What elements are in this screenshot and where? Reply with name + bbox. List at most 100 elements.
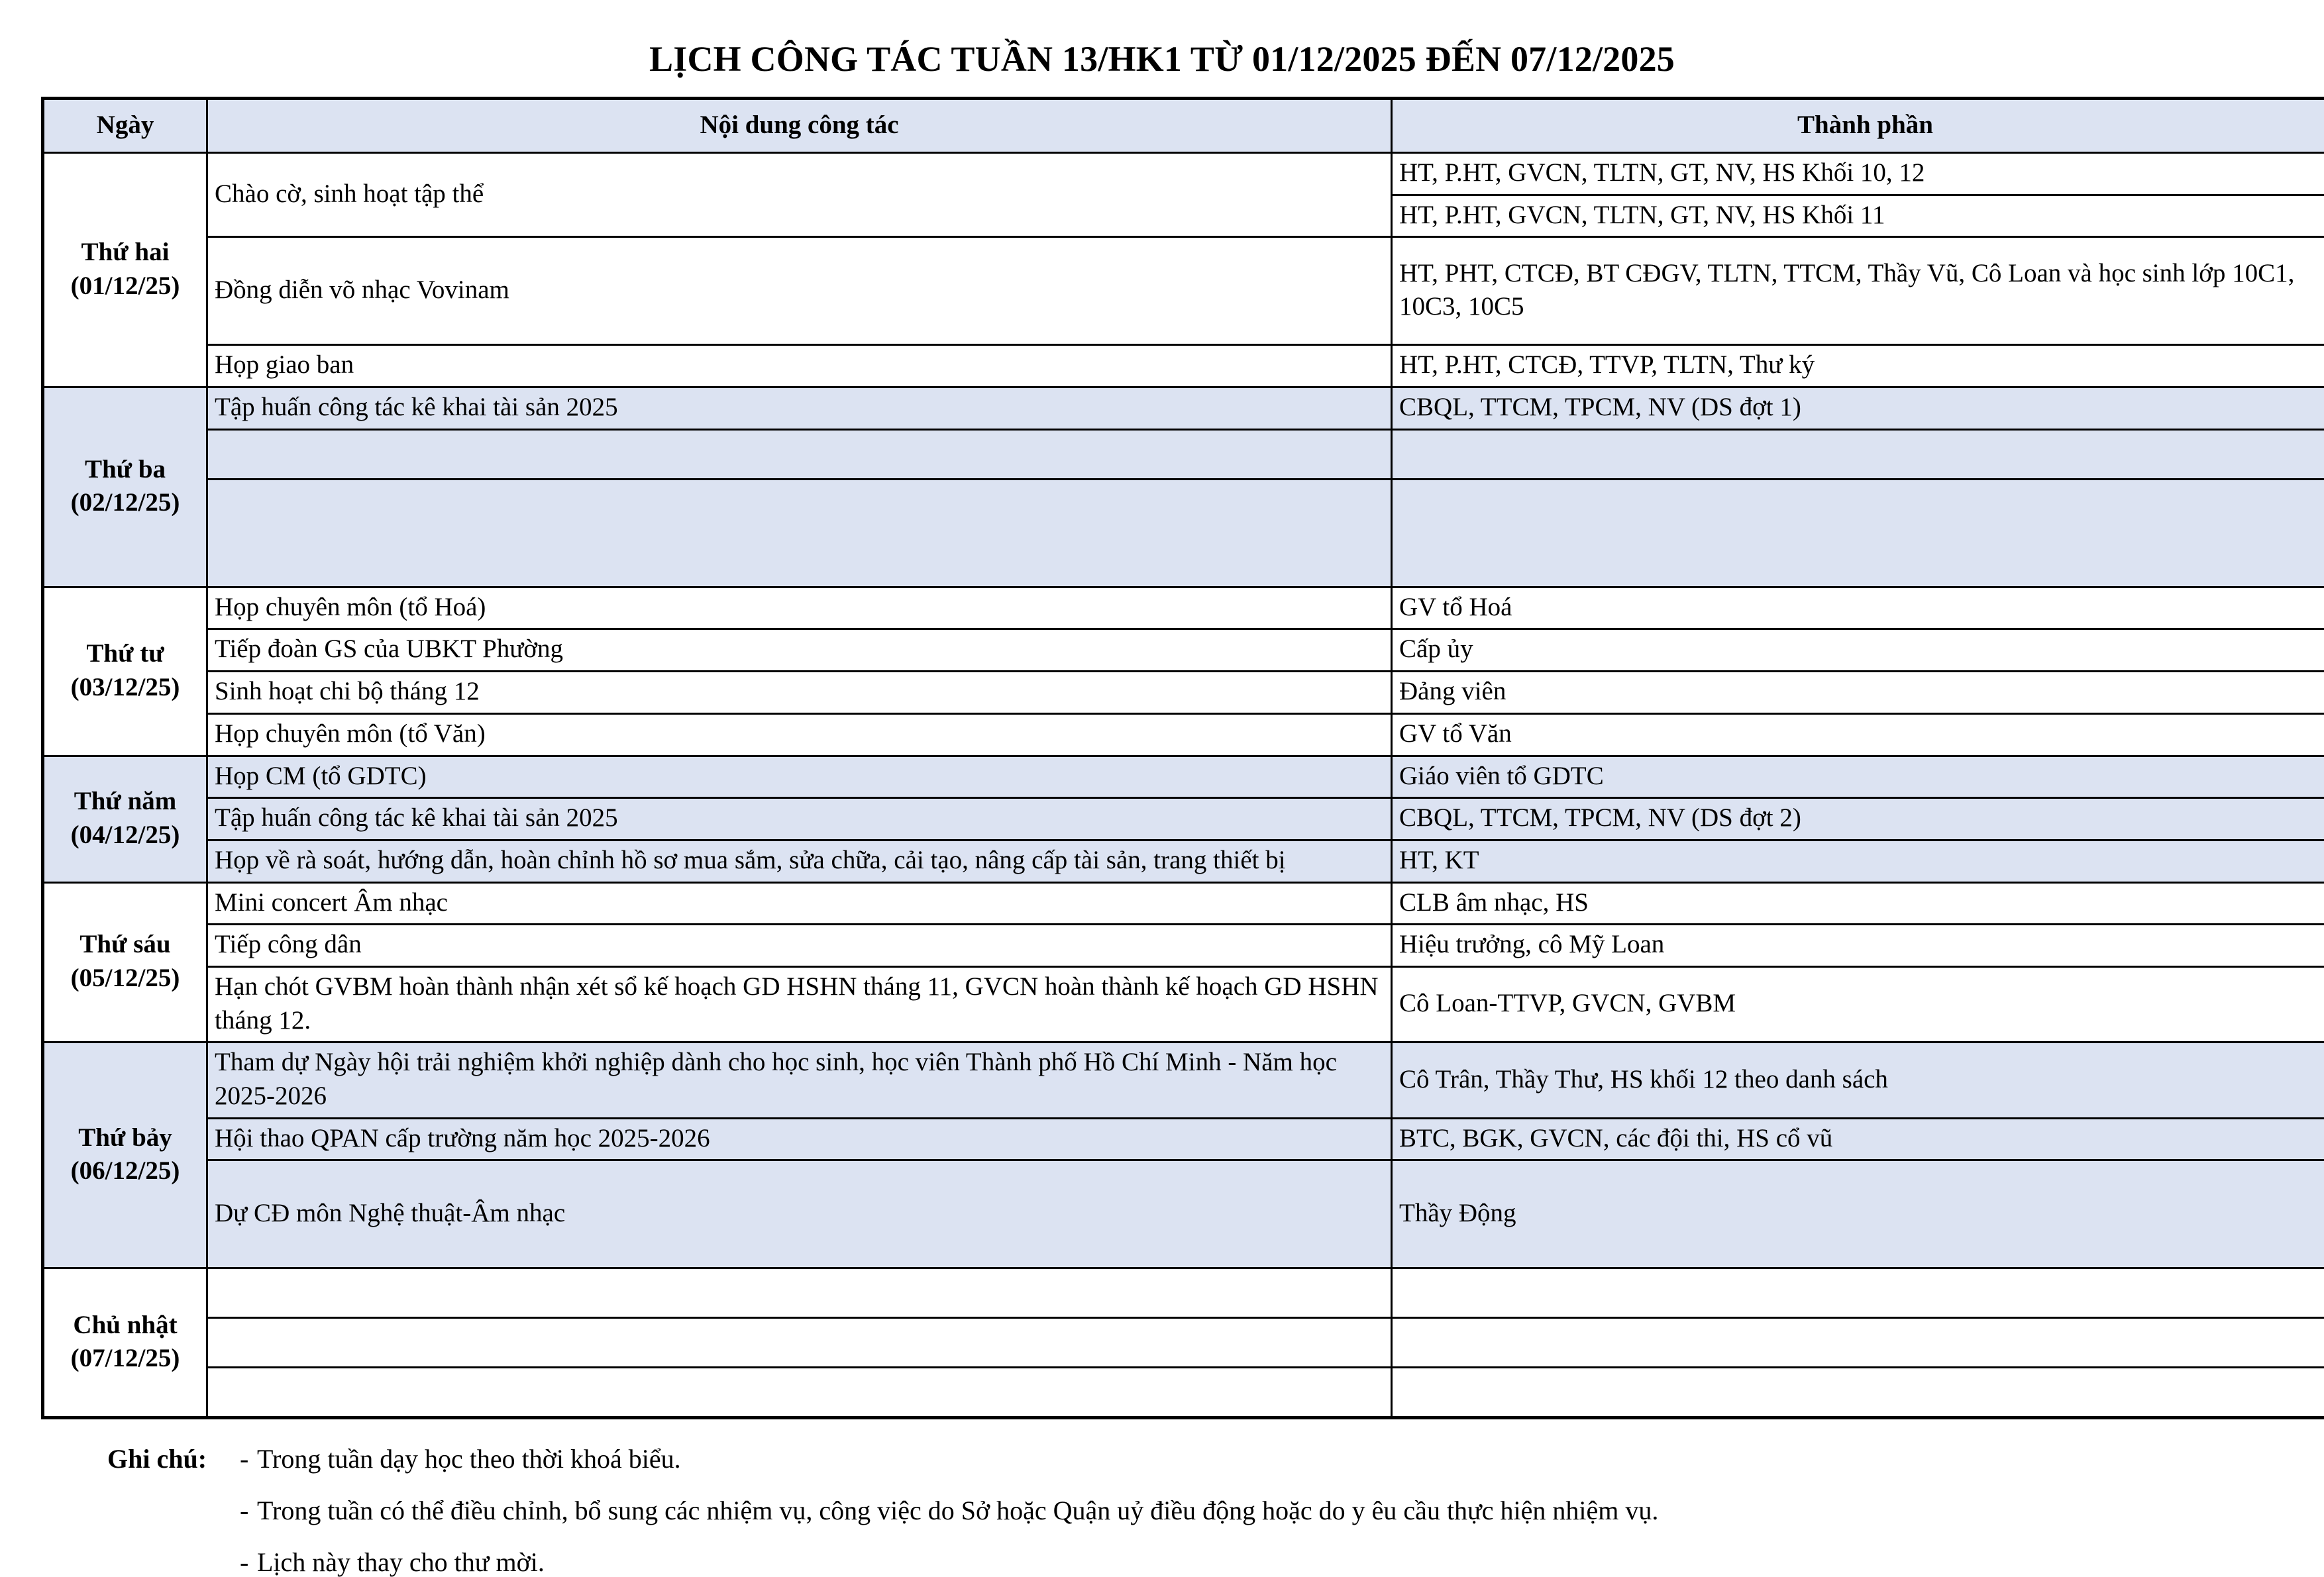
note-line: -Trong tuần có thể điều chỉnh, bổ sung c…: [107, 1498, 2324, 1524]
day-date: (02/12/25): [51, 486, 199, 520]
column-header-day: Ngày: [43, 99, 207, 153]
participants-cell: HT, P.HT, CTCĐ, TTVP, TLTN, Thư ký: [1392, 345, 2324, 387]
day-cell: Thứ bảy(06/12/25): [43, 1043, 207, 1268]
activity-content-cell: Hạn chót GVBM hoàn thành nhận xét sổ kế …: [207, 966, 1392, 1042]
activity-content-cell: Họp giao ban: [207, 345, 1392, 387]
table-row: [43, 479, 2324, 587]
weekly-schedule-table: Ngày Nội dung công tác Thành phần Thời g…: [41, 97, 2324, 1419]
day-name: Chủ nhật: [51, 1309, 199, 1343]
activity-content-cell: [207, 429, 1392, 479]
activity-content-cell: Mini concert Âm nhạc: [207, 882, 1392, 925]
participants-cell: Đảng viên: [1392, 672, 2324, 714]
note-text: Trong tuần có thể điều chỉnh, bổ sung cá…: [257, 1496, 1658, 1525]
activity-content-cell: Hội thao QPAN cấp trường năm học 2025-20…: [207, 1118, 1392, 1160]
column-header-content: Nội dung công tác: [207, 99, 1392, 153]
activity-content-cell: Tham dự Ngày hội trải nghiệm khởi nghiệp…: [207, 1043, 1392, 1118]
participants-cell: Hiệu trưởng, cô Mỹ Loan: [1392, 925, 2324, 967]
day-date: (07/12/25): [51, 1342, 199, 1376]
day-name: Thứ hai: [51, 236, 199, 270]
day-date: (05/12/25): [51, 962, 199, 995]
table-row: Họp chuyên môn (tổ Văn)GV tổ Văn9h15Phòn…: [43, 713, 2324, 756]
note-bullet-icon: -: [240, 1498, 257, 1524]
table-row: [43, 1368, 2324, 1418]
activity-content-cell: Tiếp đoàn GS của UBKT Phường: [207, 629, 1392, 672]
participants-cell: GV tổ Văn: [1392, 713, 2324, 756]
day-cell: Thứ tư(03/12/25): [43, 587, 207, 756]
schedule-document: LỊCH CÔNG TÁC TUẦN 13/HK1 TỪ 01/12/2025 …: [0, 0, 2324, 1532]
participants-cell: Thầy Động: [1392, 1160, 2324, 1268]
participants-cell: Cô Loan-TTVP, GVCN, GVBM: [1392, 966, 2324, 1042]
participants-cell: [1392, 479, 2324, 587]
day-name: Thứ bảy: [51, 1121, 199, 1155]
day-cell: Thứ ba(02/12/25): [43, 387, 207, 587]
table-row: Thứ ba(02/12/25)Tập huấn công tác kê kha…: [43, 387, 2324, 430]
table-row: Thứ năm(04/12/25)Họp CM (tổ GDTC)Giáo vi…: [43, 756, 2324, 798]
activity-content-cell: Tập huấn công tác kê khai tài sản 2025: [207, 387, 1392, 430]
table-row: Hạn chót GVBM hoàn thành nhận xét sổ kế …: [43, 966, 2324, 1042]
activity-content-cell: Họp chuyên môn (tổ Hoá): [207, 587, 1392, 629]
participants-cell: [1392, 1368, 2324, 1418]
participants-cell: HT, PHT, CTCĐ, BT CĐGV, TLTN, TTCM, Thầy…: [1392, 237, 2324, 345]
table-row: Chủ nhật(07/12/25): [43, 1268, 2324, 1318]
page-title: LỊCH CÔNG TÁC TUẦN 13/HK1 TỪ 01/12/2025 …: [0, 0, 2324, 97]
activity-content-cell: [207, 1268, 1392, 1318]
activity-content-cell: Chào cờ, sinh hoạt tập thể: [207, 153, 1392, 237]
activity-content-cell: Dự CĐ môn Nghệ thuật-Âm nhạc: [207, 1160, 1392, 1268]
table-row: Hội thao QPAN cấp trường năm học 2025-20…: [43, 1118, 2324, 1160]
table-row: Thứ tư(03/12/25)Họp chuyên môn (tổ Hoá)G…: [43, 587, 2324, 629]
day-date: (06/12/25): [51, 1154, 199, 1188]
table-row: Thứ hai(01/12/25)Chào cờ, sinh hoạt tập …: [43, 153, 2324, 195]
participants-cell: Cô Trân, Thầy Thư, HS khối 12 theo danh …: [1392, 1043, 2324, 1118]
day-name: Thứ năm: [51, 785, 199, 819]
table-row: [43, 1318, 2324, 1368]
activity-content-cell: Tiếp công dân: [207, 925, 1392, 967]
day-name: Thứ ba: [51, 453, 199, 487]
participants-cell: CBQL, TTCM, TPCM, NV (DS đợt 1): [1392, 387, 2324, 430]
day-date: (04/12/25): [51, 819, 199, 852]
participants-cell: BTC, BGK, GVCN, các đội thi, HS cổ vũ: [1392, 1118, 2324, 1160]
participants-cell: [1392, 429, 2324, 479]
day-date: (01/12/25): [51, 270, 199, 303]
note-line: -Lịch này thay cho thư mời.: [107, 1549, 2324, 1576]
table-row: Họp về rà soát, hướng dẫn, hoàn chỉnh hồ…: [43, 840, 2324, 882]
table-row: [43, 429, 2324, 479]
activity-content-cell: Đồng diễn võ nhạc Vovinam: [207, 237, 1392, 345]
notes-section: Ghi chú:-Trong tuần dạy học theo thời kh…: [107, 1446, 2324, 1576]
table-row: Thứ bảy(06/12/25)Tham dự Ngày hội trải n…: [43, 1043, 2324, 1118]
day-cell: Thứ năm(04/12/25): [43, 756, 207, 882]
activity-content-cell: Sinh hoạt chi bộ tháng 12: [207, 672, 1392, 714]
participants-cell: [1392, 1268, 2324, 1318]
activity-content-cell: [207, 1318, 1392, 1368]
participants-cell: GV tổ Hoá: [1392, 587, 2324, 629]
note-text: Trong tuần dạy học theo thời khoá biểu.: [257, 1444, 681, 1474]
day-cell: Thứ hai(01/12/25): [43, 153, 207, 387]
day-name: Thứ tư: [51, 637, 199, 671]
activity-content-cell: Tập huấn công tác kê khai tài sản 2025: [207, 798, 1392, 840]
note-bullet-icon: -: [240, 1549, 257, 1576]
participants-cell: Cấp ủy: [1392, 629, 2324, 672]
participants-cell: HT, P.HT, GVCN, TLTN, GT, NV, HS Khối 11: [1392, 195, 2324, 237]
participants-cell: HT, P.HT, GVCN, TLTN, GT, NV, HS Khối 10…: [1392, 153, 2324, 195]
activity-content-cell: [207, 1368, 1392, 1418]
day-cell: Chủ nhật(07/12/25): [43, 1268, 207, 1418]
participants-cell: CBQL, TTCM, TPCM, NV (DS đợt 2): [1392, 798, 2324, 840]
participants-cell: CLB âm nhạc, HS: [1392, 882, 2324, 925]
day-name: Thứ sáu: [51, 928, 199, 962]
activity-content-cell: Họp chuyên môn (tổ Văn): [207, 713, 1392, 756]
table-header: Ngày Nội dung công tác Thành phần Thời g…: [43, 99, 2324, 153]
header-row: Ngày Nội dung công tác Thành phần Thời g…: [43, 99, 2324, 153]
column-header-participants: Thành phần: [1392, 99, 2324, 153]
participants-cell: Giáo viên tổ GDTC: [1392, 756, 2324, 798]
activity-content-cell: [207, 479, 1392, 587]
participants-cell: HT, KT: [1392, 840, 2324, 882]
notes-label: Ghi chú:: [107, 1446, 240, 1472]
day-date: (03/12/25): [51, 671, 199, 705]
